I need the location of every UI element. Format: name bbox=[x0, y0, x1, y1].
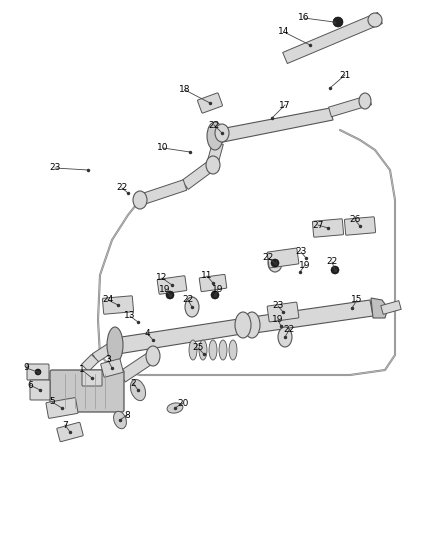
Text: 4: 4 bbox=[144, 328, 150, 337]
Text: 19: 19 bbox=[299, 261, 311, 270]
Ellipse shape bbox=[244, 312, 260, 338]
Polygon shape bbox=[381, 301, 401, 314]
Text: 26: 26 bbox=[350, 215, 360, 224]
Polygon shape bbox=[119, 350, 158, 382]
Ellipse shape bbox=[206, 156, 220, 174]
Ellipse shape bbox=[209, 340, 217, 360]
Text: 21: 21 bbox=[339, 70, 351, 79]
FancyBboxPatch shape bbox=[82, 370, 102, 386]
Polygon shape bbox=[245, 300, 373, 334]
Text: 22: 22 bbox=[283, 326, 295, 335]
Text: 22: 22 bbox=[262, 254, 274, 262]
Ellipse shape bbox=[268, 254, 282, 272]
Ellipse shape bbox=[189, 340, 197, 360]
Text: 23: 23 bbox=[295, 247, 307, 256]
Ellipse shape bbox=[113, 411, 127, 429]
Ellipse shape bbox=[219, 340, 227, 360]
Text: 6: 6 bbox=[27, 381, 33, 390]
Text: 15: 15 bbox=[351, 295, 363, 304]
Text: 5: 5 bbox=[49, 398, 55, 407]
FancyBboxPatch shape bbox=[199, 274, 227, 292]
Circle shape bbox=[331, 266, 339, 274]
Text: 10: 10 bbox=[157, 143, 169, 152]
Circle shape bbox=[333, 17, 343, 27]
Ellipse shape bbox=[215, 124, 229, 142]
Text: 14: 14 bbox=[278, 28, 290, 36]
FancyBboxPatch shape bbox=[312, 219, 343, 237]
Text: 22: 22 bbox=[117, 183, 127, 192]
Text: 19: 19 bbox=[272, 316, 284, 325]
Text: 25: 25 bbox=[192, 343, 204, 352]
FancyBboxPatch shape bbox=[101, 359, 123, 377]
Ellipse shape bbox=[235, 312, 251, 338]
FancyBboxPatch shape bbox=[46, 398, 78, 418]
Polygon shape bbox=[92, 341, 118, 362]
Polygon shape bbox=[328, 95, 371, 117]
Ellipse shape bbox=[107, 327, 123, 363]
Text: 27: 27 bbox=[312, 221, 324, 230]
Polygon shape bbox=[371, 298, 388, 318]
Circle shape bbox=[166, 291, 174, 299]
Polygon shape bbox=[115, 318, 248, 354]
Text: 11: 11 bbox=[201, 271, 213, 280]
FancyBboxPatch shape bbox=[30, 380, 50, 400]
Ellipse shape bbox=[359, 93, 371, 109]
Ellipse shape bbox=[229, 340, 237, 360]
Circle shape bbox=[35, 369, 41, 375]
Text: 19: 19 bbox=[159, 286, 171, 295]
Polygon shape bbox=[138, 180, 187, 205]
Ellipse shape bbox=[368, 13, 382, 27]
Ellipse shape bbox=[167, 403, 183, 413]
Text: 19: 19 bbox=[212, 285, 224, 294]
Polygon shape bbox=[182, 160, 215, 189]
FancyBboxPatch shape bbox=[50, 370, 124, 412]
FancyBboxPatch shape bbox=[267, 302, 299, 322]
Text: 23: 23 bbox=[272, 302, 284, 311]
Text: 1: 1 bbox=[79, 366, 85, 375]
Text: 13: 13 bbox=[124, 311, 136, 320]
Circle shape bbox=[271, 259, 279, 267]
Polygon shape bbox=[245, 318, 250, 332]
Text: 12: 12 bbox=[156, 273, 168, 282]
Polygon shape bbox=[283, 12, 382, 63]
Ellipse shape bbox=[278, 327, 292, 347]
Ellipse shape bbox=[146, 346, 160, 366]
Polygon shape bbox=[207, 142, 223, 166]
Text: 20: 20 bbox=[177, 399, 189, 408]
Ellipse shape bbox=[131, 379, 145, 401]
FancyBboxPatch shape bbox=[102, 296, 134, 314]
FancyBboxPatch shape bbox=[198, 93, 223, 113]
Text: 16: 16 bbox=[298, 13, 310, 22]
FancyBboxPatch shape bbox=[344, 217, 375, 235]
Text: 18: 18 bbox=[179, 85, 191, 94]
Circle shape bbox=[211, 291, 219, 299]
Ellipse shape bbox=[207, 122, 223, 150]
Text: 22: 22 bbox=[326, 257, 338, 266]
FancyBboxPatch shape bbox=[157, 276, 187, 294]
Text: 24: 24 bbox=[102, 295, 113, 304]
Polygon shape bbox=[81, 354, 99, 372]
Ellipse shape bbox=[199, 340, 207, 360]
FancyBboxPatch shape bbox=[57, 422, 83, 442]
Text: 17: 17 bbox=[279, 101, 291, 109]
Text: 2: 2 bbox=[130, 378, 136, 387]
FancyBboxPatch shape bbox=[27, 364, 49, 380]
Text: 8: 8 bbox=[124, 410, 130, 419]
FancyBboxPatch shape bbox=[267, 248, 299, 268]
Text: 22: 22 bbox=[208, 120, 219, 130]
Text: 3: 3 bbox=[105, 356, 111, 365]
Text: 7: 7 bbox=[62, 421, 68, 430]
Polygon shape bbox=[215, 108, 333, 143]
Ellipse shape bbox=[185, 297, 199, 317]
Text: 9: 9 bbox=[23, 364, 29, 373]
Text: 22: 22 bbox=[182, 295, 194, 304]
Ellipse shape bbox=[133, 191, 147, 209]
Text: 23: 23 bbox=[49, 164, 61, 173]
